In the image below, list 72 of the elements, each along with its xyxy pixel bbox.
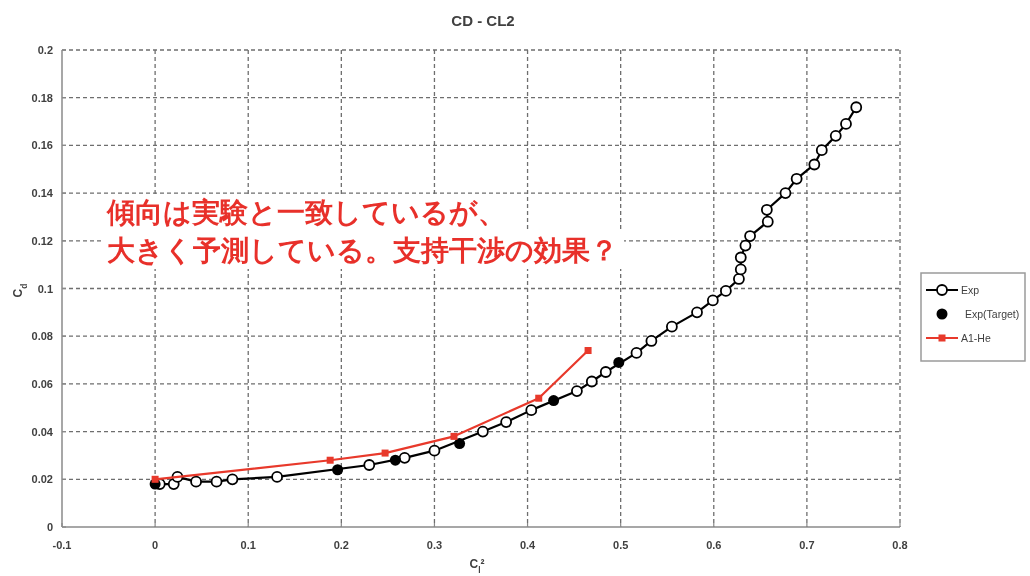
y-tick-label: 0.12 [31,234,53,247]
y-tick-label: 0.06 [31,377,53,390]
point [790,172,803,185]
point [691,306,703,319]
point [733,273,745,285]
point [630,347,643,359]
point [584,347,592,355]
point [454,438,466,450]
annotation: 大きく予測している。支持干渉の効果？ [107,235,618,266]
legend-label: Exp [961,284,980,296]
x-tick-label: 0.6 [706,539,722,551]
point [734,251,747,264]
x-tick-label: 0.5 [613,539,629,551]
point [665,320,678,333]
point [381,449,389,457]
point [744,230,756,242]
point [210,475,223,488]
point [332,464,344,476]
x-tick-label: 0.4 [519,539,537,551]
x-tick-label: 0.8 [892,539,908,551]
point [271,471,283,483]
point [706,294,719,307]
legend-label: A1-He [961,332,991,344]
point [190,475,202,488]
y-tick-label: 0.14 [31,187,54,200]
point [840,118,852,130]
point [739,239,752,252]
point [398,451,411,464]
x-tick-label: -0.1 [52,539,72,551]
x-tick-label: 0.2 [333,539,349,551]
point [808,158,821,171]
x-tick-label: 0.1 [240,539,256,551]
point [779,187,792,199]
y-tick-label: 0.04 [31,425,54,438]
x-tick-label: 0.7 [799,539,815,551]
x-axis-title: C$_{l}$² [469,557,485,575]
y-tick-label: 0.1 [37,282,53,295]
y-tick-label: 0.16 [31,139,53,152]
point [151,475,159,483]
point [645,335,658,347]
chart-title: CD - CL2 [451,12,515,29]
legend-label: Exp(Target) [965,308,1020,320]
y-tick-label: 0.2 [37,44,53,56]
y-tick-label: 0.08 [31,330,53,343]
point [585,375,598,388]
point [326,456,334,464]
point [761,215,774,228]
point [525,404,538,417]
point [476,425,489,438]
point [719,284,732,297]
point [428,444,441,457]
x-tick-label: 0 [152,539,159,551]
point [850,101,863,114]
y-tick-label: 0.02 [31,473,53,486]
point [734,263,747,276]
point [548,395,560,407]
point [450,432,458,440]
point [760,203,773,216]
point [829,129,842,142]
point [571,385,583,397]
x-tick-label: 0.3 [426,539,443,551]
point [599,366,612,378]
annotation: 傾向は実験と一致しているが、 [106,197,506,228]
point [363,459,376,471]
point [815,144,828,157]
point [535,394,543,402]
point [226,473,239,486]
point [613,356,625,368]
y-tick-label: 0 [46,521,53,533]
y-tick-label: 0.18 [31,91,53,104]
point [500,416,513,428]
point [389,454,401,466]
